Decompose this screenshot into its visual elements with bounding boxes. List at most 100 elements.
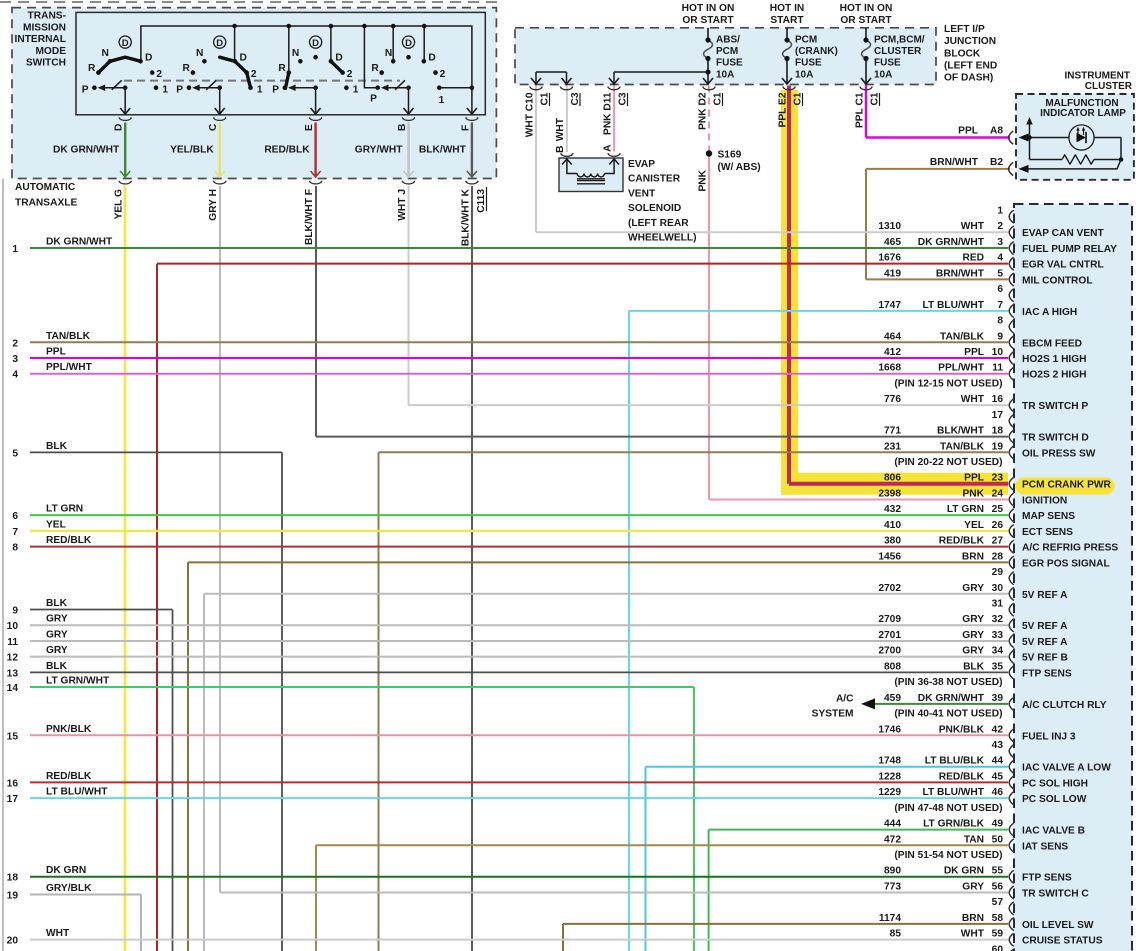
svg-text:DK GRN/WHT: DK GRN/WHT: [918, 693, 985, 704]
svg-text:2: 2: [156, 69, 162, 80]
svg-text:1: 1: [439, 95, 445, 106]
svg-text:MODE: MODE: [35, 46, 66, 57]
svg-text:B: B: [397, 124, 408, 131]
svg-text:16: 16: [992, 394, 1004, 405]
svg-text:5: 5: [12, 448, 18, 459]
svg-text:14: 14: [7, 683, 19, 694]
svg-text:1: 1: [12, 244, 18, 255]
svg-text:EBCM FEED: EBCM FEED: [1022, 338, 1082, 349]
svg-text:PCM: PCM: [716, 46, 738, 57]
svg-text:DK GRN: DK GRN: [944, 866, 984, 877]
svg-text:D: D: [122, 38, 129, 49]
svg-text:DK GRN/WHT: DK GRN/WHT: [46, 236, 113, 247]
svg-text:BLK: BLK: [46, 661, 68, 672]
svg-text:WHEELWELL): WHEELWELL): [628, 233, 696, 244]
svg-text:PCM: PCM: [795, 35, 817, 46]
svg-text:WHT C10: WHT C10: [525, 92, 536, 137]
svg-text:773: 773: [884, 881, 901, 892]
svg-text:PNK: PNK: [698, 169, 709, 191]
svg-text:464: 464: [884, 331, 901, 342]
svg-text:42: 42: [992, 724, 1004, 735]
svg-text:13: 13: [7, 668, 19, 679]
svg-text:IAC VALVE A LOW: IAC VALVE A LOW: [1022, 763, 1111, 774]
svg-text:FUSE: FUSE: [795, 58, 822, 69]
svg-text:806: 806: [884, 473, 901, 484]
svg-text:LT BLU/WHT: LT BLU/WHT: [923, 787, 985, 798]
svg-text:D: D: [428, 53, 435, 64]
svg-text:2700: 2700: [878, 646, 901, 657]
svg-text:1229: 1229: [878, 787, 901, 798]
svg-text:(PIN 47-48 NOT USED): (PIN 47-48 NOT USED): [894, 803, 1002, 814]
svg-text:46: 46: [992, 787, 1004, 798]
svg-text:TRANS-: TRANS-: [28, 11, 66, 22]
svg-text:2: 2: [347, 69, 353, 80]
svg-text:BRN/WHT: BRN/WHT: [936, 268, 985, 279]
svg-text:GRY: GRY: [962, 646, 984, 657]
svg-text:32: 32: [992, 614, 1004, 625]
svg-text:WHT: WHT: [46, 928, 70, 939]
svg-text:55: 55: [992, 866, 1004, 877]
svg-text:771: 771: [884, 426, 901, 437]
svg-text:(PIN 20-22 NOT USED): (PIN 20-22 NOT USED): [894, 457, 1002, 468]
svg-text:DK GRN/WHT: DK GRN/WHT: [53, 145, 120, 156]
svg-text:B: B: [555, 146, 566, 153]
svg-text:N: N: [102, 48, 109, 59]
svg-text:EVAP CAN VENT: EVAP CAN VENT: [1022, 228, 1104, 239]
svg-text:ABS/: ABS/: [716, 35, 740, 46]
svg-text:1310: 1310: [878, 221, 901, 232]
svg-text:EGR POS SIGNAL: EGR POS SIGNAL: [1022, 558, 1110, 569]
svg-text:LT GRN: LT GRN: [46, 504, 83, 515]
svg-text:1: 1: [257, 84, 263, 95]
svg-text:15: 15: [7, 731, 19, 742]
svg-text:GRY: GRY: [46, 645, 68, 656]
svg-text:3: 3: [997, 237, 1003, 248]
svg-text:LT BLU/BLK: LT BLU/BLK: [925, 756, 985, 767]
svg-text:D: D: [335, 53, 342, 64]
svg-text:START: START: [770, 15, 804, 26]
svg-text:R: R: [88, 63, 96, 74]
svg-text:7: 7: [997, 300, 1003, 311]
svg-text:B2: B2: [990, 157, 1003, 168]
svg-text:2: 2: [440, 69, 446, 80]
svg-text:C1: C1: [713, 92, 724, 105]
svg-text:CLUSTER: CLUSTER: [874, 46, 922, 57]
svg-text:1228: 1228: [878, 771, 901, 782]
svg-text:R: R: [371, 63, 379, 74]
svg-text:432: 432: [884, 504, 901, 515]
svg-text:1746: 1746: [878, 724, 901, 735]
svg-text:F: F: [460, 125, 471, 131]
svg-text:PNK/BLK: PNK/BLK: [46, 724, 92, 735]
svg-text:18: 18: [7, 873, 19, 884]
svg-text:GRY: GRY: [46, 629, 68, 640]
svg-text:BLK: BLK: [963, 661, 985, 672]
svg-text:PPL/WHT: PPL/WHT: [938, 363, 985, 374]
svg-text:(LEFT REAR: (LEFT REAR: [628, 218, 689, 229]
svg-text:6: 6: [12, 511, 18, 522]
svg-text:GRY: GRY: [962, 583, 984, 594]
svg-text:WHT: WHT: [961, 929, 985, 940]
svg-text:2701: 2701: [878, 630, 901, 641]
svg-text:85: 85: [890, 929, 902, 940]
svg-text:OIL LEVEL SW: OIL LEVEL SW: [1022, 920, 1094, 931]
svg-text:1676: 1676: [878, 253, 901, 264]
svg-text:BLOCK: BLOCK: [944, 48, 981, 59]
svg-text:WHT: WHT: [961, 221, 985, 232]
svg-text:TR SWITCH C: TR SWITCH C: [1022, 888, 1089, 899]
svg-text:CANISTER: CANISTER: [628, 174, 681, 185]
svg-text:4: 4: [997, 253, 1003, 264]
svg-text:8: 8: [997, 316, 1003, 327]
svg-text:P: P: [272, 84, 279, 95]
svg-text:MALFUNCTION: MALFUNCTION: [1045, 98, 1118, 109]
svg-text:YEL: YEL: [964, 520, 984, 531]
svg-text:57: 57: [992, 897, 1004, 908]
svg-text:2: 2: [12, 338, 18, 349]
svg-text:5V REF B: 5V REF B: [1022, 653, 1068, 664]
svg-text:HO2S 1 HIGH: HO2S 1 HIGH: [1022, 354, 1087, 365]
svg-text:D: D: [312, 38, 319, 49]
svg-text:(PIN 40-41 NOT USED): (PIN 40-41 NOT USED): [894, 709, 1002, 720]
svg-text:WHT: WHT: [555, 117, 566, 141]
svg-text:HO2S 2 HIGH: HO2S 2 HIGH: [1022, 370, 1087, 381]
svg-text:PPL: PPL: [964, 347, 984, 358]
svg-text:R: R: [278, 63, 286, 74]
svg-text:SYSTEM: SYSTEM: [812, 709, 854, 720]
